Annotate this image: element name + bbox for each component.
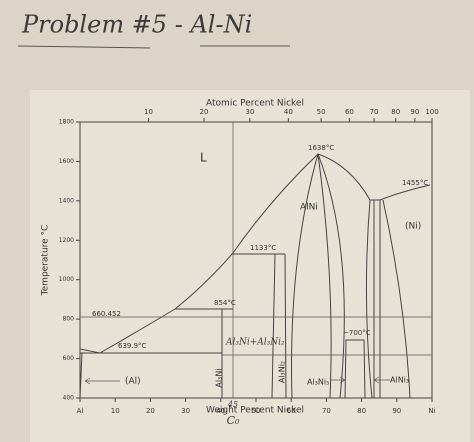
x-tick-label: 90 <box>392 407 401 415</box>
top-tick-label: 100 <box>425 108 438 116</box>
region-label: (Al) <box>125 377 141 387</box>
top-tick-label: 30 <box>245 108 254 116</box>
x-tick-label: 10 <box>111 407 120 415</box>
top-tick-label: 90 <box>410 108 419 116</box>
region-label: Al₃Ni+Al₃Ni₂ <box>225 338 285 348</box>
y-tick-label: 1000 <box>59 276 74 283</box>
top-tick-label: 80 <box>391 108 400 116</box>
phase-line <box>271 253 287 399</box>
top-tick-label: 10 <box>144 108 153 116</box>
x-tick-label: 80 <box>357 407 366 415</box>
region-label: Al₃Ni <box>215 368 224 387</box>
top-tick-label: 40 <box>284 108 293 116</box>
arrow <box>84 377 120 385</box>
annotation: 1638°C <box>308 144 334 152</box>
annotation: ~700°C <box>343 329 371 337</box>
top-tick-label: 50 <box>317 108 326 116</box>
left-axis-label: Temperature °C <box>41 225 51 297</box>
annotation: 639.9°C <box>118 342 147 350</box>
y-tick-label: 600 <box>63 355 75 362</box>
x-tick-label: Ni <box>428 407 435 415</box>
top-axis-label: Atomic Percent Nickel <box>206 99 304 109</box>
arrow <box>330 376 346 384</box>
phase-line <box>79 352 83 399</box>
phase-line <box>344 339 366 399</box>
composition-label: C₀ <box>227 414 240 427</box>
annotation: 660.452 <box>92 310 121 318</box>
y-tick-label: 1600 <box>59 158 74 165</box>
region-label: L <box>200 151 207 165</box>
phase-line <box>317 153 345 399</box>
liquidus <box>370 184 431 201</box>
x-tick-label: 30 <box>181 407 190 415</box>
y-tick-label: 1400 <box>59 197 74 204</box>
region-label: AlNi₃ <box>390 376 409 385</box>
y-tick-label: 400 <box>63 395 75 402</box>
region-label: Al₃Ni₅ <box>307 378 329 387</box>
bottom-axis-label: Weight Percent Nickel <box>206 406 304 416</box>
y-tick-label: 1200 <box>59 237 74 244</box>
region-label: AlNi <box>300 203 318 213</box>
x-tick-label: 60 <box>287 407 296 415</box>
top-tick-label: 60 <box>345 108 354 116</box>
region-label: (Ni) <box>405 222 421 232</box>
x-tick-label: 50 <box>252 407 261 415</box>
phase-line <box>365 199 381 399</box>
x-tick-label: Al <box>77 407 84 415</box>
axes: 400 600 800 1000 1200 1400 1600 1800 Al 10 20 30 40 5… <box>59 108 439 415</box>
annotation: 1133°C <box>250 244 276 252</box>
phase-boundaries <box>79 122 432 399</box>
region-label: Al₃Ni₂ <box>278 361 287 383</box>
annotation: 1455°C <box>402 179 428 187</box>
title-underline <box>17 45 151 49</box>
top-tick-label: 70 <box>370 108 379 116</box>
x-tick-label: 20 <box>146 407 155 415</box>
sheet <box>30 90 470 442</box>
annotation: 854°C <box>214 299 236 307</box>
x-tick-label: 40 <box>216 407 225 415</box>
y-tick-label: 800 <box>63 316 75 323</box>
arrow <box>373 376 390 384</box>
title: Problem #5 - Al-Ni <box>21 11 252 39</box>
phase-line <box>382 199 411 399</box>
top-tick-label: 20 <box>200 108 209 116</box>
composition-value: 45 <box>227 400 238 409</box>
x-tick-label: 70 <box>322 407 331 415</box>
y-tick-label: 1800 <box>59 119 74 126</box>
